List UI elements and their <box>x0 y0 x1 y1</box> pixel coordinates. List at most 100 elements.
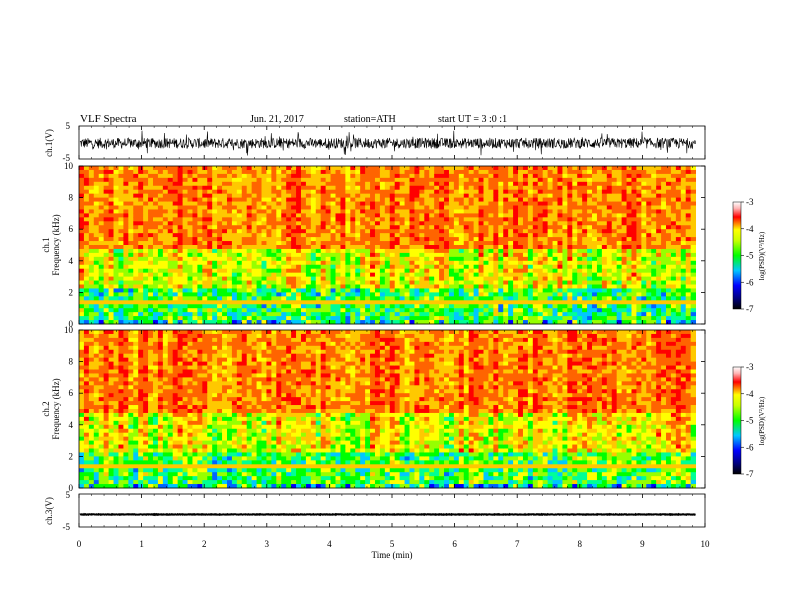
spectrogram-cell <box>360 201 366 206</box>
spectrogram-cell <box>577 229 583 234</box>
spectrogram-cell <box>547 316 553 321</box>
spectrogram-cell <box>508 272 514 277</box>
spectrogram-cell <box>118 268 124 274</box>
spectrogram-cell <box>473 225 479 230</box>
spectrogram-cell <box>246 272 253 277</box>
spectrogram-cell <box>226 173 233 179</box>
spectrogram-cell <box>98 233 105 238</box>
spectrogram-cell <box>98 169 105 175</box>
spectrogram-cell <box>345 169 351 175</box>
spectrogram-cell <box>527 189 534 195</box>
spectrogram-cell <box>379 201 386 206</box>
spectrogram-cell <box>246 181 253 187</box>
spectrogram-cell <box>374 320 381 325</box>
spectrogram-cell <box>152 308 159 313</box>
spectrogram-cell <box>666 225 672 230</box>
spectrogram-cell <box>113 272 119 277</box>
spectrogram-cell <box>508 193 514 198</box>
spectrogram-cell <box>690 260 697 266</box>
spectrogram-cell <box>98 280 105 285</box>
spectrogram-cell <box>587 173 593 179</box>
spectrogram-cell <box>222 173 228 179</box>
spectrogram-cell <box>202 221 208 226</box>
spectrogram-cell <box>123 197 129 202</box>
spectrogram-cell <box>508 169 514 175</box>
spectrogram-cell <box>256 296 262 301</box>
spectrogram-cell <box>177 320 183 325</box>
spectrogram-cell <box>384 300 391 305</box>
spectrogram-cell <box>439 237 445 242</box>
spectrogram-cell <box>365 189 371 195</box>
spectrogram-cell <box>177 217 183 222</box>
spectrogram-cell <box>404 256 410 262</box>
spectrogram-cell <box>296 169 302 175</box>
spectrogram-cell <box>522 169 529 175</box>
spectrogram-cell <box>167 209 174 214</box>
spectrogram-cell <box>291 201 297 206</box>
spectrogram-cell <box>148 312 154 317</box>
spectrogram-cell <box>103 288 109 293</box>
spectrogram-cell <box>261 312 267 317</box>
spectrogram-cell <box>128 177 134 183</box>
spectrogram-cell <box>113 316 119 321</box>
spectrogram-cell <box>508 166 514 171</box>
spectrogram-cell <box>335 209 341 214</box>
spectrogram-cell <box>641 213 647 218</box>
spectrogram-cell <box>197 189 203 195</box>
spectrogram-cell <box>587 197 593 202</box>
spectrogram-cell <box>542 316 549 321</box>
spectrogram-cell <box>246 248 253 254</box>
spectrogram-cell <box>197 205 203 210</box>
spectrogram-cell <box>187 209 193 214</box>
spectrogram-cell <box>448 189 455 195</box>
spectrogram-cell <box>626 237 632 242</box>
spectrogram-cell <box>453 193 460 198</box>
spectrogram-cell <box>276 213 282 218</box>
spectrogram-cell <box>88 312 95 317</box>
spectrogram-cell <box>532 185 539 191</box>
spectrogram-cell <box>522 296 529 301</box>
spectrogram-cell <box>661 213 667 218</box>
spectrogram-cell <box>434 241 440 246</box>
spectrogram-cell <box>611 296 618 301</box>
spectrogram-cell <box>251 169 257 175</box>
spectrogram-cell <box>636 245 642 250</box>
spectrogram-cell <box>631 316 637 321</box>
spectrogram-cell <box>143 221 149 226</box>
spectrogram-cell <box>419 241 425 246</box>
spectrogram-cell <box>419 166 425 171</box>
spectrogram-cell <box>552 288 558 293</box>
spectrogram-cell <box>596 320 603 325</box>
spectrogram-cell <box>177 304 183 309</box>
spectrogram-cell <box>305 197 312 202</box>
spectrogram-cell <box>542 229 549 234</box>
spectrogram-cell <box>577 260 583 266</box>
spectrogram-cell <box>305 260 312 266</box>
spectrogram-cell <box>152 312 159 317</box>
spectrogram-cell <box>374 296 381 301</box>
spectrogram-cell <box>419 296 425 301</box>
spectrogram-cell <box>182 252 188 258</box>
spectrogram-cell <box>236 252 243 258</box>
spectrogram-cell <box>542 288 549 293</box>
spectrogram-cell <box>522 213 529 218</box>
spectrogram-cell <box>88 213 95 218</box>
spectrogram-cell <box>310 177 317 183</box>
spectrogram-cell <box>404 237 410 242</box>
spectrogram-cell <box>621 272 627 277</box>
spectrogram-cell <box>128 292 134 297</box>
spectrogram-cell <box>276 312 282 317</box>
spectrogram-cell <box>562 280 568 285</box>
spectrogram-cell <box>572 252 578 258</box>
spectrogram-cell <box>281 229 287 234</box>
spectrogram-cell <box>325 260 331 266</box>
spectrogram-cell <box>167 233 174 238</box>
spectrogram-cell <box>138 284 144 289</box>
spectrogram-cell <box>641 304 647 309</box>
spectrogram-cell <box>488 241 494 246</box>
spectrogram-cell <box>113 177 119 183</box>
spectrogram-cell <box>217 296 223 301</box>
spectrogram-cell <box>217 217 223 222</box>
spectrogram-cell <box>596 173 603 179</box>
spectrogram-cell <box>675 252 682 258</box>
